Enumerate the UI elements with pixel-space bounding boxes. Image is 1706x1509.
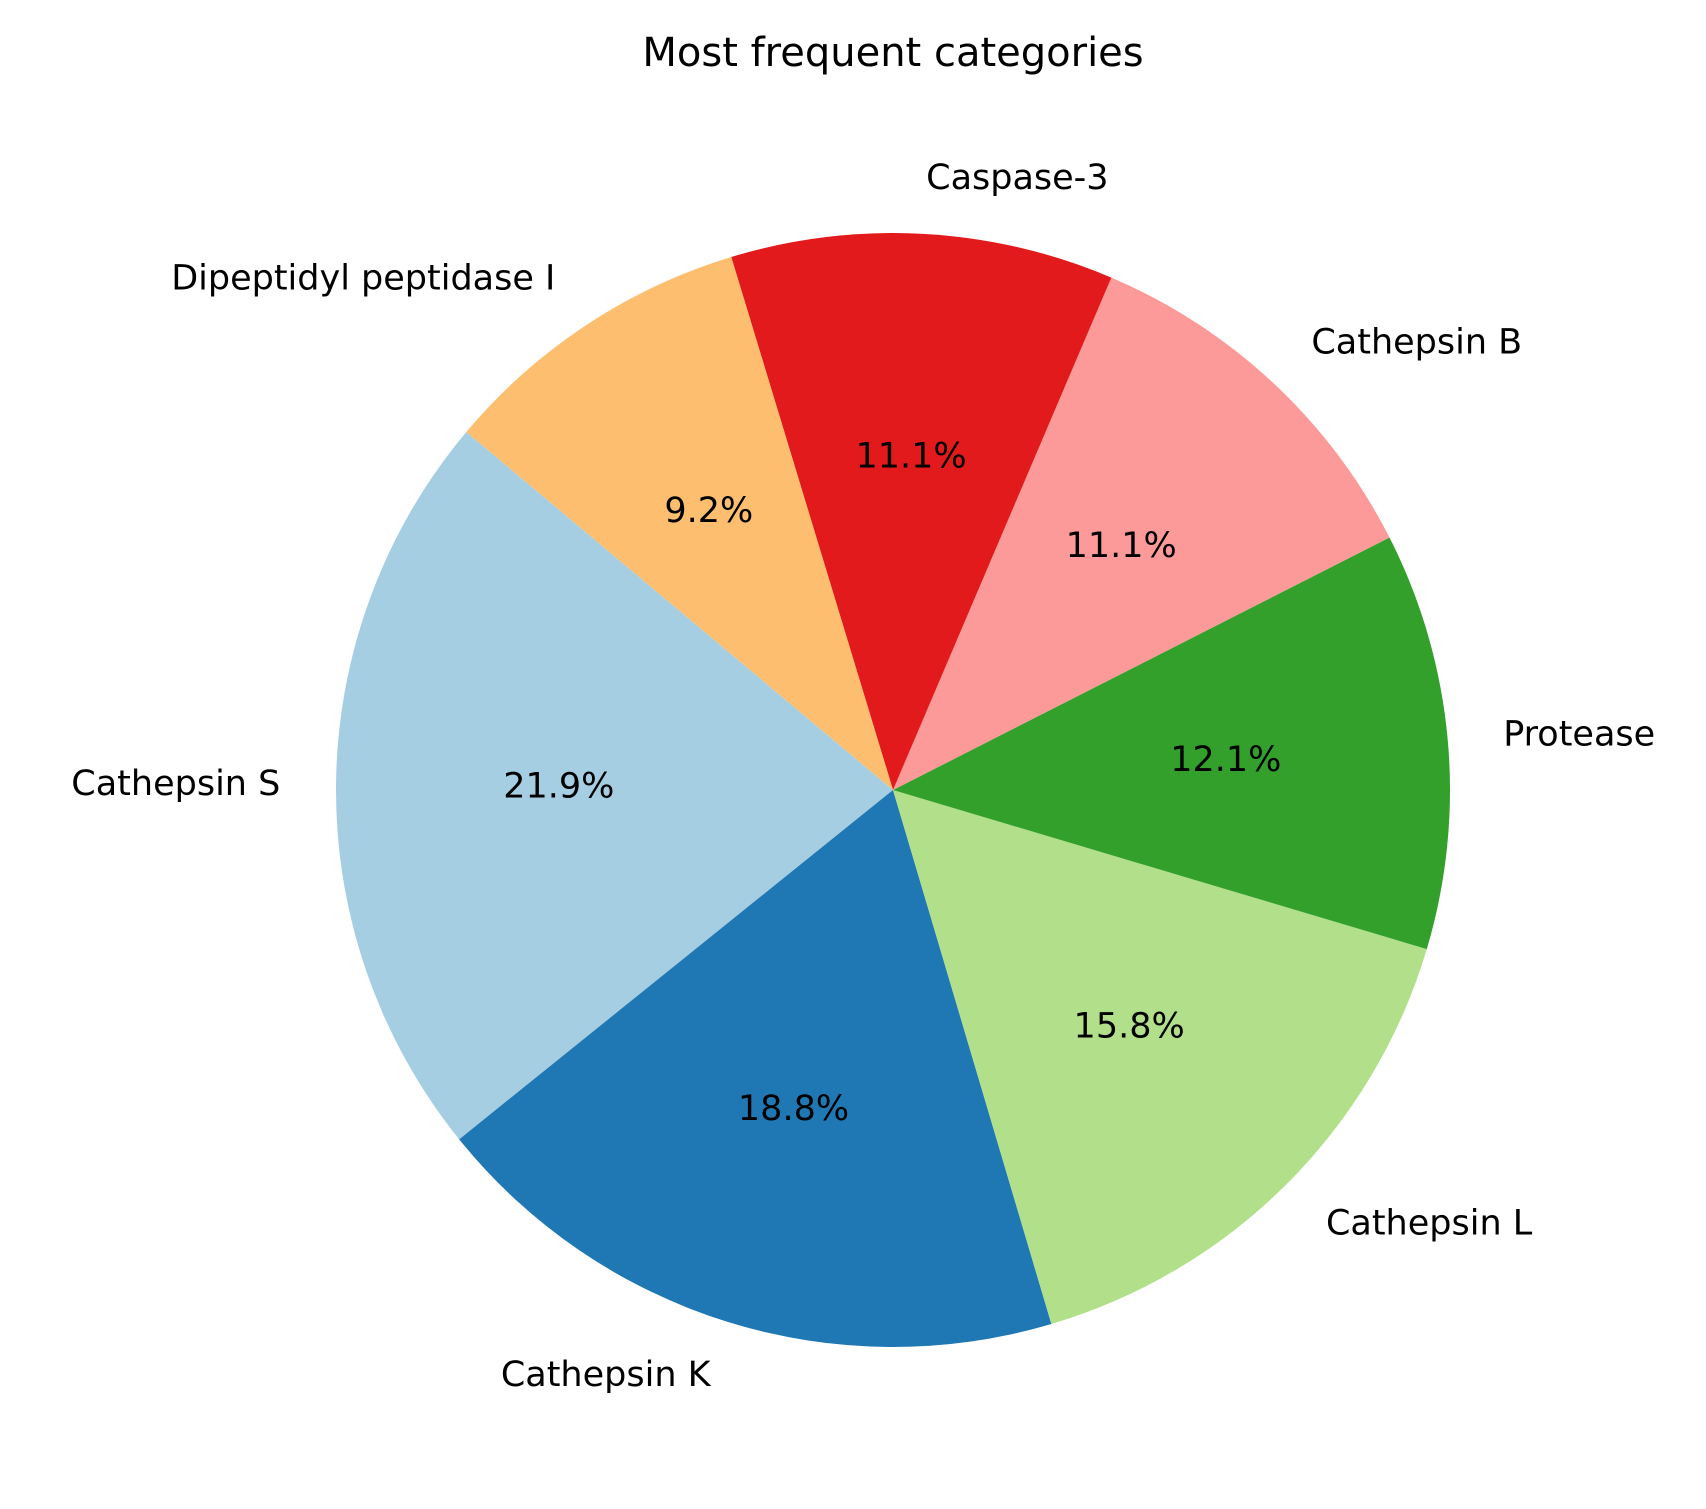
- slice-protease: [893, 537, 1451, 950]
- pct-label-caspase-3: 11.1%: [855, 436, 966, 476]
- category-label-cathepsin-k: Cathepsin K: [501, 1355, 712, 1395]
- category-label-dipeptidyl-peptidase-i: Dipeptidyl peptidase I: [171, 259, 555, 299]
- pie-slices: [335, 232, 1451, 1348]
- category-label-cathepsin-s: Cathepsin S: [71, 764, 280, 804]
- pct-label-cathepsin-s: 21.9%: [503, 767, 614, 807]
- category-label-cathepsin-b: Cathepsin B: [1311, 322, 1522, 362]
- slice-cathepsin-k: [459, 790, 1052, 1348]
- slice-cathepsin-s: [335, 431, 893, 1140]
- pct-label-dipeptidyl-peptidase-i: 9.2%: [664, 491, 753, 531]
- percent-labels: 21.9% 18.8% 15.8% 12.1% 11.1% 11.1% 9.2%: [503, 436, 1281, 1129]
- slice-cathepsin-l: [893, 790, 1427, 1325]
- category-label-caspase-3: Caspase-3: [926, 158, 1108, 198]
- pct-label-protease: 12.1%: [1170, 740, 1281, 780]
- category-label-cathepsin-l: Cathepsin L: [1326, 1204, 1533, 1244]
- pct-label-cathepsin-l: 15.8%: [1074, 1006, 1185, 1046]
- slice-dipeptidyl-peptidase-i: [466, 257, 893, 790]
- chart-title: Most frequent categories: [642, 30, 1143, 76]
- slice-cathepsin-b: [893, 277, 1390, 791]
- pct-label-cathepsin-k: 18.8%: [738, 1089, 849, 1129]
- category-label-protease: Protease: [1503, 715, 1655, 755]
- pct-label-cathepsin-b: 11.1%: [1066, 526, 1177, 566]
- slice-caspase-3: [731, 232, 1112, 790]
- category-labels: Cathepsin S Cathepsin K Cathepsin L Proteas…: [71, 158, 1655, 1395]
